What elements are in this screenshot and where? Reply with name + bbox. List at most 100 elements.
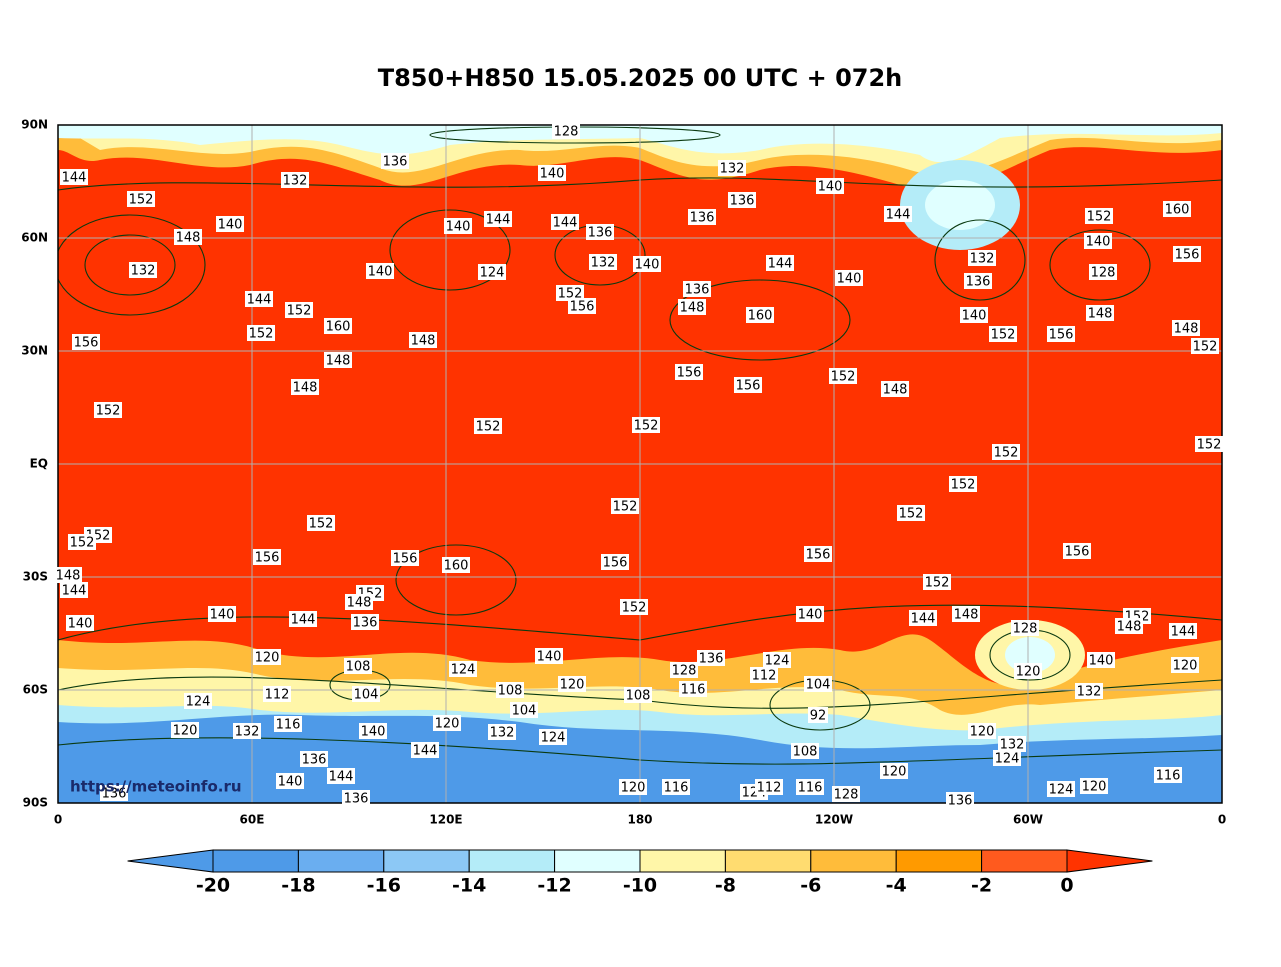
contour-label: 152	[476, 420, 501, 435]
lat-label: 60S	[23, 683, 48, 697]
contour-label-bg	[816, 178, 844, 194]
contour-label: 156	[1065, 545, 1090, 560]
contour-label: 136	[302, 753, 327, 768]
contour-label-bg	[1191, 338, 1219, 354]
lat-label: 90N	[21, 118, 48, 132]
contour-label: 136	[730, 194, 755, 209]
lon-label: 60W	[1013, 813, 1043, 827]
contour-label-bg	[184, 693, 212, 709]
contour-label: 140	[540, 167, 565, 182]
contour-label: 120	[435, 717, 460, 732]
contour-label-bg	[884, 206, 912, 222]
contour-label-bg	[678, 299, 706, 315]
contour-label: 156	[603, 556, 628, 571]
colorbar-segment	[639, 849, 726, 873]
colorbar-tick-label: -12	[537, 875, 571, 897]
contour-label-bg	[233, 723, 261, 739]
colorbar-tick-label: 0	[1060, 875, 1073, 897]
contour-label: 124	[541, 731, 566, 746]
contour-label: 132	[1077, 685, 1102, 700]
map-title: T850+H850 15.05.2025 00 UTC + 072h	[378, 64, 903, 92]
contour-label-bg	[68, 534, 96, 550]
contour-label: 152	[287, 304, 312, 319]
contour-label-bg	[697, 650, 725, 666]
contour-label-bg	[568, 298, 596, 314]
contour-label-bg	[835, 270, 863, 286]
contour-label-bg	[1011, 620, 1039, 636]
contour-label: 132	[490, 726, 515, 741]
contour-label: 136	[588, 226, 613, 241]
contour-label-bg	[344, 658, 372, 674]
contour-label: 156	[806, 548, 831, 563]
contour-label: 128	[834, 788, 859, 803]
contour-label: 136	[948, 794, 973, 809]
contour-label-bg	[832, 786, 860, 802]
contour-label: 136	[699, 652, 724, 667]
contour-label-bg	[923, 574, 951, 590]
contour-label: 148	[411, 334, 436, 349]
contour-label-bg	[589, 254, 617, 270]
contour-label-bg	[611, 498, 639, 514]
contour-label-bg	[409, 332, 437, 348]
colorbar-tick-label: -4	[886, 875, 907, 897]
contour-label-bg	[909, 610, 937, 626]
contour-label: 152	[925, 576, 950, 591]
contour-label-bg	[208, 606, 236, 622]
contour-label-bg	[766, 255, 794, 271]
contour-label: 144	[768, 257, 793, 272]
contour-label-bg	[632, 417, 660, 433]
contour-label-bg	[1163, 201, 1191, 217]
contour-label: 120	[1082, 780, 1107, 795]
contour-label: 148	[1174, 322, 1199, 337]
contour-label-bg	[342, 790, 370, 806]
contour-label: 124	[1049, 783, 1074, 798]
contour-label: 148	[176, 231, 201, 246]
contour-label-bg	[662, 779, 690, 795]
contour-label-bg	[359, 723, 387, 739]
contour-label: 152	[1197, 438, 1222, 453]
contour-label-bg	[586, 224, 614, 240]
contour-label-bg	[510, 702, 538, 718]
colorbar-segment	[981, 849, 1068, 873]
contour-label-bg	[1080, 778, 1108, 794]
contour-label: 144	[291, 613, 316, 628]
contour-label: 140	[361, 725, 386, 740]
contour-label-bg	[539, 729, 567, 745]
contour-label: 140	[635, 258, 660, 273]
contour-label-bg	[174, 229, 202, 245]
contour-label: 128	[672, 664, 697, 679]
contour-label-bg	[897, 505, 925, 521]
contour-label-bg	[352, 686, 380, 702]
contour-label: 136	[685, 283, 710, 298]
contour-label: 148	[56, 569, 81, 584]
contour-label: 116	[276, 718, 301, 733]
contour-label-bg	[1154, 767, 1182, 783]
lat-label: EQ	[30, 457, 48, 471]
contour-label: 144	[62, 171, 87, 186]
contour-label: 128	[1013, 622, 1038, 637]
contour-label-bg	[998, 736, 1026, 752]
contour-label-bg	[796, 779, 824, 795]
contour-label: 148	[1088, 307, 1113, 322]
contour-label: 132	[1000, 738, 1025, 753]
contour-label: 120	[1173, 659, 1198, 674]
contour-label: 152	[558, 287, 583, 302]
contour-label: 92	[810, 709, 827, 724]
contour-label-bg	[345, 594, 373, 610]
contour-label: 120	[560, 678, 585, 693]
contour-label: 120	[970, 725, 995, 740]
contour-label: 152	[70, 536, 95, 551]
contour-label-bg	[291, 379, 319, 395]
contour-label-bg	[675, 364, 703, 380]
contour-label-bg	[538, 165, 566, 181]
contour-label-bg	[993, 750, 1021, 766]
contour-label-bg	[1047, 781, 1075, 797]
contour-label: 136	[102, 787, 127, 802]
colorbar-segment	[297, 849, 385, 873]
contour-label: 116	[798, 781, 823, 796]
contour-label-bg	[442, 557, 470, 573]
contour-label: 132	[591, 256, 616, 271]
contour-label-bg	[474, 418, 502, 434]
contour-label: 160	[326, 320, 351, 335]
contour-label-bg	[880, 763, 908, 779]
